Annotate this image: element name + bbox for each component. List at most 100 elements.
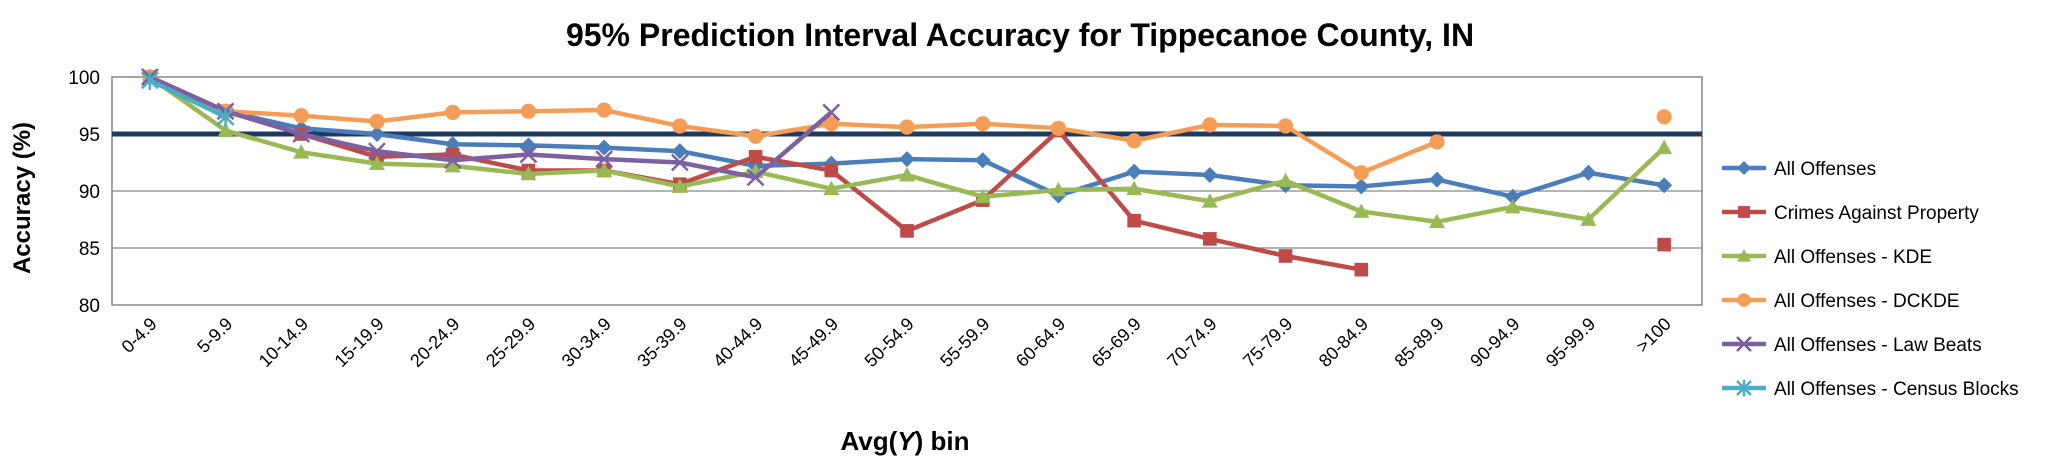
legend-item: All Offenses - Census Blocks	[1722, 379, 2019, 400]
data-point	[1203, 232, 1217, 246]
data-point	[899, 119, 915, 135]
plot-area: 80 85 90 95 100 0-4.9 5-9.9 10-14.9 15-19.9 20-2…	[68, 68, 1703, 371]
data-point	[1277, 172, 1294, 188]
data-point	[1353, 165, 1369, 181]
x-tick-label: 75-79.9	[1239, 314, 1296, 371]
data-point	[900, 224, 914, 238]
data-point	[1737, 249, 1751, 262]
y-tick-label: 90	[79, 182, 100, 203]
data-point	[824, 163, 839, 178]
legend-label: Crimes Against Property	[1774, 203, 1979, 224]
data-point	[899, 151, 915, 168]
legend-label: All Offenses	[1774, 159, 1876, 180]
data-point	[1657, 237, 1671, 252]
series-layer	[140, 68, 1673, 277]
data-point	[1736, 336, 1752, 352]
x-tick-label: 50-54.9	[861, 314, 918, 371]
data-point	[596, 139, 613, 156]
data-point	[1050, 181, 1067, 197]
data-point	[1126, 133, 1142, 149]
legend-item: Crimes Against Property	[1722, 203, 1979, 224]
data-point	[975, 116, 991, 132]
data-point	[670, 153, 689, 172]
x-tick-label: 30-34.9	[558, 314, 615, 371]
data-point	[1050, 120, 1067, 136]
data-point	[1504, 198, 1521, 214]
x-tick-label: 40-44.9	[709, 314, 766, 371]
data-point	[1429, 134, 1445, 150]
data-point	[216, 107, 235, 127]
data-point	[1126, 163, 1143, 180]
data-point	[293, 108, 309, 124]
data-point	[823, 180, 840, 196]
data-point	[1277, 118, 1294, 134]
data-point	[1127, 213, 1141, 228]
legend-label: All Offenses - KDE	[1774, 247, 1932, 268]
data-point	[1656, 109, 1672, 125]
x-tick-label: 5-9.9	[193, 314, 236, 357]
x-tick-label: 85-89.9	[1391, 314, 1448, 371]
data-point	[443, 151, 462, 170]
data-point	[1737, 293, 1751, 307]
data-point	[1656, 139, 1673, 155]
data-point	[1736, 379, 1752, 397]
data-point	[519, 145, 538, 164]
data-point	[1738, 206, 1750, 218]
data-point	[596, 162, 613, 177]
data-point	[520, 165, 537, 181]
x-axis-label-variable: Y	[897, 426, 917, 456]
y-tick-label: 80	[79, 296, 100, 317]
x-axis-label-suffix: ) bin	[915, 426, 970, 456]
legend: All Offenses Crimes Against Property All O…	[1722, 159, 2019, 400]
x-tick-label: 35-39.9	[633, 314, 690, 371]
legend-label: All Offenses - Law Beats	[1774, 335, 1982, 356]
data-point	[1353, 178, 1370, 195]
x-axis-label-prefix: Avg(	[840, 426, 897, 456]
data-point	[595, 150, 614, 168]
x-tick-label: 10-14.9	[255, 314, 312, 371]
series-2	[141, 69, 1673, 229]
legend-item: All Offenses - DCKDE	[1722, 291, 1959, 312]
series-3	[142, 69, 1672, 181]
data-point	[520, 103, 537, 119]
data-point	[823, 116, 839, 132]
legend-label: All Offenses - DCKDE	[1774, 291, 1959, 312]
data-point	[1504, 188, 1521, 205]
x-tick-label: 20-24.9	[406, 314, 463, 371]
x-tick-label: 65-69.9	[1088, 314, 1145, 371]
data-point	[1126, 180, 1143, 196]
x-tick-labels: 0-4.9 5-9.9 10-14.9 15-19.9 20-24.9 25-29.9 30…	[118, 314, 1675, 371]
data-point	[974, 188, 991, 204]
data-point	[1353, 203, 1370, 218]
legend-item: All Offenses	[1722, 159, 1876, 180]
y-tick-label: 95	[79, 125, 100, 146]
y-axis-label: Accuracy (%)	[9, 122, 36, 274]
data-point	[671, 178, 688, 193]
x-tick-label: 45-49.9	[785, 314, 842, 371]
data-point	[1202, 117, 1218, 133]
data-point	[1278, 249, 1293, 263]
x-tick-label: 15-19.9	[331, 314, 388, 371]
data-point	[445, 104, 461, 120]
series-line	[148, 74, 833, 180]
x-tick-label: 95-99.9	[1542, 314, 1599, 371]
data-point	[1580, 211, 1597, 226]
data-point	[1354, 262, 1369, 277]
data-point	[899, 167, 915, 182]
data-point	[1429, 171, 1445, 188]
legend-item: All Offenses - Law Beats	[1722, 335, 1982, 356]
series-line	[148, 74, 1438, 176]
data-point	[293, 144, 310, 159]
x-tick-label: 0-4.9	[118, 314, 161, 357]
data-point	[368, 142, 386, 160]
data-point	[292, 125, 311, 143]
data-point	[520, 137, 537, 154]
y-tick-label: 85	[79, 239, 100, 260]
x-tick-label: 55-59.9	[936, 314, 993, 371]
data-point	[140, 70, 159, 91]
y-tick-labels: 80 85 90 95 100	[68, 68, 100, 317]
x-tick-label: 25-29.9	[482, 314, 539, 371]
data-point	[444, 157, 461, 173]
x-axis-label: Avg(Y) bin	[840, 426, 969, 456]
